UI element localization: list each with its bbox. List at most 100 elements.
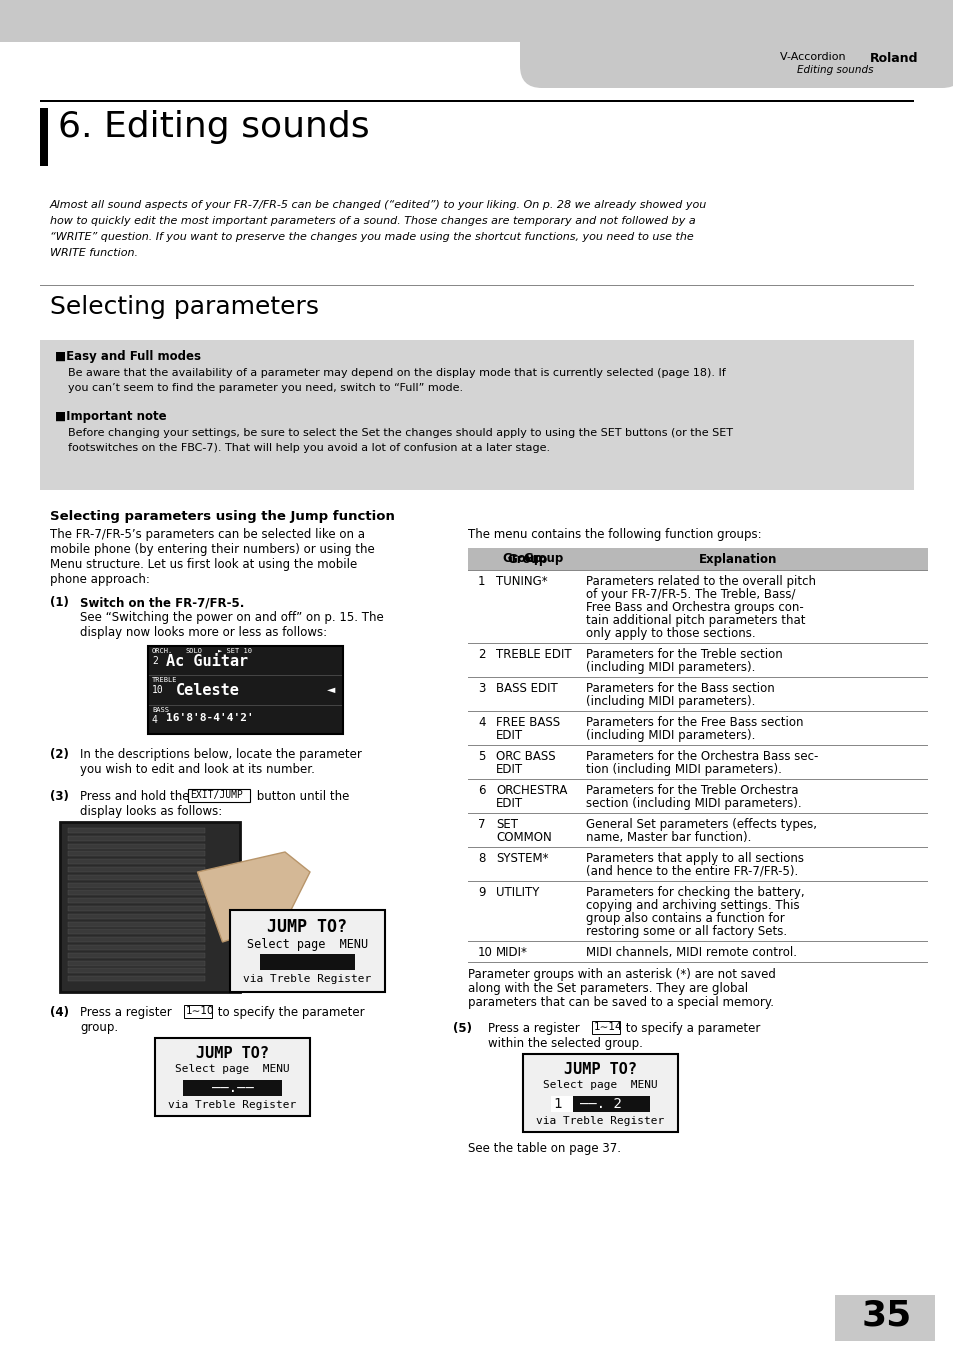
Text: (4): (4) bbox=[50, 1006, 69, 1019]
Text: 16'8'8-4'4'2': 16'8'8-4'4'2' bbox=[166, 713, 253, 723]
Bar bbox=[68, 977, 205, 981]
Text: Parameters for checking the battery,: Parameters for checking the battery, bbox=[585, 886, 803, 898]
Text: The FR-7/FR-5’s parameters can be selected like on a: The FR-7/FR-5’s parameters can be select… bbox=[50, 528, 365, 540]
Text: within the selected group.: within the selected group. bbox=[488, 1038, 642, 1050]
Text: TREBLE EDIT: TREBLE EDIT bbox=[496, 648, 571, 661]
Bar bbox=[551, 1096, 573, 1112]
Text: Parameters that apply to all sections: Parameters that apply to all sections bbox=[585, 852, 803, 865]
Bar bbox=[68, 882, 205, 888]
Text: TREBLE: TREBLE bbox=[152, 677, 177, 684]
Bar bbox=[551, 1096, 649, 1112]
Bar bbox=[68, 828, 205, 834]
Text: via Treble Register: via Treble Register bbox=[243, 974, 372, 985]
Text: Selecting parameters: Selecting parameters bbox=[50, 295, 318, 319]
Text: tion (including MIDI parameters).: tion (including MIDI parameters). bbox=[585, 763, 781, 775]
Text: 2: 2 bbox=[152, 657, 157, 666]
Text: Press and hold the: Press and hold the bbox=[80, 790, 193, 802]
FancyBboxPatch shape bbox=[519, 0, 953, 88]
Text: TUNING*: TUNING* bbox=[496, 576, 547, 588]
Text: ◄: ◄ bbox=[327, 684, 335, 697]
Text: See the table on page 37.: See the table on page 37. bbox=[468, 1142, 620, 1155]
Text: you can’t seem to find the parameter you need, switch to “Full” mode.: you can’t seem to find the parameter you… bbox=[68, 382, 462, 393]
Text: Be aware that the availability of a parameter may depend on the display mode tha: Be aware that the availability of a para… bbox=[68, 367, 725, 378]
Bar bbox=[68, 907, 205, 911]
Text: JUMP TO?: JUMP TO? bbox=[267, 919, 347, 936]
Text: EDIT: EDIT bbox=[496, 763, 522, 775]
Text: Parameters for the Bass section: Parameters for the Bass section bbox=[585, 682, 774, 694]
Bar bbox=[68, 890, 205, 896]
Text: Parameters for the Free Bass section: Parameters for the Free Bass section bbox=[585, 716, 802, 730]
Text: (including MIDI parameters).: (including MIDI parameters). bbox=[585, 730, 755, 742]
Text: (1): (1) bbox=[50, 596, 69, 609]
Text: Parameters for the Treble section: Parameters for the Treble section bbox=[585, 648, 781, 661]
Text: UTILITY: UTILITY bbox=[496, 886, 538, 898]
Text: SYSTEM*: SYSTEM* bbox=[496, 852, 548, 865]
Text: footswitches on the FBC-7). That will help you avoid a lot of confusion at a lat: footswitches on the FBC-7). That will he… bbox=[68, 443, 550, 453]
Text: The menu contains the following function groups:: The menu contains the following function… bbox=[468, 528, 760, 540]
Bar bbox=[68, 938, 205, 942]
Text: 2: 2 bbox=[477, 648, 485, 661]
Text: group also contains a function for: group also contains a function for bbox=[585, 912, 784, 925]
Bar bbox=[40, 100, 913, 101]
Bar bbox=[40, 340, 913, 490]
Text: Roland: Roland bbox=[869, 51, 918, 65]
Text: 9: 9 bbox=[477, 886, 485, 898]
Text: “WRITE” question. If you want to preserve the changes you made using the shortcu: “WRITE” question. If you want to preserv… bbox=[50, 232, 693, 242]
Bar bbox=[68, 921, 205, 927]
Text: ORCHESTRA: ORCHESTRA bbox=[496, 784, 567, 797]
Text: (including MIDI parameters).: (including MIDI parameters). bbox=[585, 661, 755, 674]
Text: Editing sounds: Editing sounds bbox=[796, 65, 872, 76]
Text: ORCH.: ORCH. bbox=[152, 648, 173, 654]
Bar bbox=[68, 952, 205, 958]
Text: ■Easy and Full modes: ■Easy and Full modes bbox=[55, 350, 201, 363]
Bar bbox=[184, 1005, 212, 1019]
Text: Switch on the FR-7/FR-5.: Switch on the FR-7/FR-5. bbox=[80, 596, 244, 609]
Bar bbox=[834, 1296, 934, 1342]
Text: 7: 7 bbox=[477, 817, 485, 831]
Text: 4: 4 bbox=[477, 716, 485, 730]
Text: 8: 8 bbox=[477, 852, 485, 865]
Text: 6. Editing sounds: 6. Editing sounds bbox=[58, 109, 369, 145]
Bar bbox=[592, 1021, 619, 1034]
Text: MIDI channels, MIDI remote control.: MIDI channels, MIDI remote control. bbox=[585, 946, 796, 959]
Text: Menu structure. Let us first look at using the mobile: Menu structure. Let us first look at usi… bbox=[50, 558, 356, 571]
Text: (3): (3) bbox=[50, 790, 69, 802]
Text: 1∼10: 1∼10 bbox=[186, 1006, 214, 1016]
Text: Parameters related to the overall pitch: Parameters related to the overall pitch bbox=[585, 576, 815, 588]
Text: display now looks more or less as follows:: display now looks more or less as follow… bbox=[80, 626, 327, 639]
Text: EDIT: EDIT bbox=[496, 730, 522, 742]
Text: Select page  MENU: Select page MENU bbox=[175, 1065, 290, 1074]
Text: SOLO: SOLO bbox=[186, 648, 203, 654]
Text: Press a register: Press a register bbox=[488, 1021, 583, 1035]
Bar bbox=[68, 867, 205, 871]
Bar bbox=[530, 0, 953, 58]
Text: Select page  MENU: Select page MENU bbox=[542, 1079, 658, 1090]
Text: 3: 3 bbox=[477, 682, 485, 694]
Text: Group: Group bbox=[522, 553, 562, 565]
Text: General Set parameters (effects types,: General Set parameters (effects types, bbox=[585, 817, 816, 831]
Text: See “Switching the power on and off” on p. 15. The: See “Switching the power on and off” on … bbox=[80, 611, 383, 624]
Text: phone approach:: phone approach: bbox=[50, 573, 150, 586]
Text: Group: Group bbox=[507, 553, 548, 566]
Text: V-Accordion: V-Accordion bbox=[780, 51, 848, 62]
Bar bbox=[40, 108, 48, 166]
Bar bbox=[68, 929, 205, 935]
Text: Press a register: Press a register bbox=[80, 1006, 175, 1019]
Text: FREE BASS: FREE BASS bbox=[496, 716, 559, 730]
Text: mobile phone (by entering their numbers) or using the: mobile phone (by entering their numbers)… bbox=[50, 543, 375, 557]
Text: (5): (5) bbox=[453, 1021, 472, 1035]
Text: Celeste: Celeste bbox=[175, 684, 239, 698]
Text: COMMON: COMMON bbox=[496, 831, 551, 844]
Text: (and hence to the entire FR-7/FR-5).: (and hence to the entire FR-7/FR-5). bbox=[585, 865, 798, 878]
Text: button until the: button until the bbox=[253, 790, 349, 802]
Text: JUMP TO?: JUMP TO? bbox=[195, 1046, 269, 1061]
Text: 1: 1 bbox=[477, 576, 485, 588]
Bar bbox=[530, 0, 953, 42]
Text: 10: 10 bbox=[477, 946, 493, 959]
Text: MIDI*: MIDI* bbox=[496, 946, 527, 959]
Text: 5: 5 bbox=[477, 750, 485, 763]
Text: ■Important note: ■Important note bbox=[55, 409, 167, 423]
Polygon shape bbox=[197, 852, 310, 942]
Bar bbox=[68, 944, 205, 950]
Text: SET: SET bbox=[496, 817, 517, 831]
